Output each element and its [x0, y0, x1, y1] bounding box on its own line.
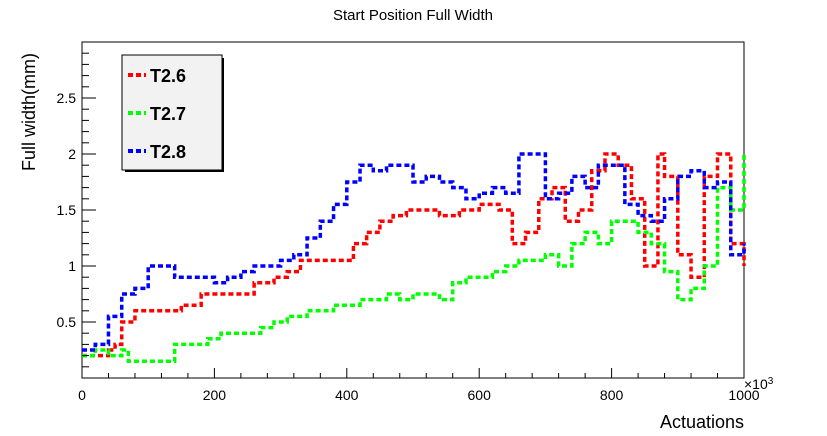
x-tick-label: 1000 — [728, 387, 759, 403]
x-tick-label: 800 — [600, 387, 624, 403]
legend: T2.6 T2.7 T2.8 — [121, 54, 224, 172]
y-tick-label: 2 — [68, 146, 76, 162]
series-layer — [82, 152, 746, 363]
legend-label-T2.7: T2.7 — [150, 104, 186, 124]
chart-title: Start Position Full Width — [333, 7, 493, 24]
x-tick-label: 200 — [203, 387, 227, 403]
axis-layer: 0 200 400 600 800 1000 0.5 1 1.5 2 2.5 — [57, 52, 760, 403]
legend-label-T2.6: T2.6 — [150, 66, 186, 86]
x-tick-label: 600 — [468, 387, 492, 403]
legend-shadow-bottom — [125, 170, 224, 172]
series-line-T2.8 — [82, 152, 746, 352]
y-tick-label: 1.5 — [57, 202, 77, 218]
y-tick-label: 0.5 — [57, 314, 77, 330]
x-axis-multiplier-base: ×10 — [744, 376, 768, 392]
x-axis-multiplier: ×103 — [744, 376, 774, 392]
y-tick-label: 1 — [68, 258, 76, 274]
series-line-T2.7 — [82, 154, 746, 363]
y-axis-title: Full width(mm) — [19, 53, 39, 171]
x-axis-multiplier-exponent: 3 — [768, 376, 774, 387]
x-tick-label: 0 — [78, 387, 86, 403]
y-tick-label: 2.5 — [57, 90, 77, 106]
legend-label-T2.8: T2.8 — [150, 142, 186, 162]
x-axis-title: Actuations — [660, 412, 744, 432]
series-line-T2.6 — [82, 152, 746, 358]
legend-shadow — [222, 58, 224, 172]
x-tick-label: 400 — [335, 387, 359, 403]
